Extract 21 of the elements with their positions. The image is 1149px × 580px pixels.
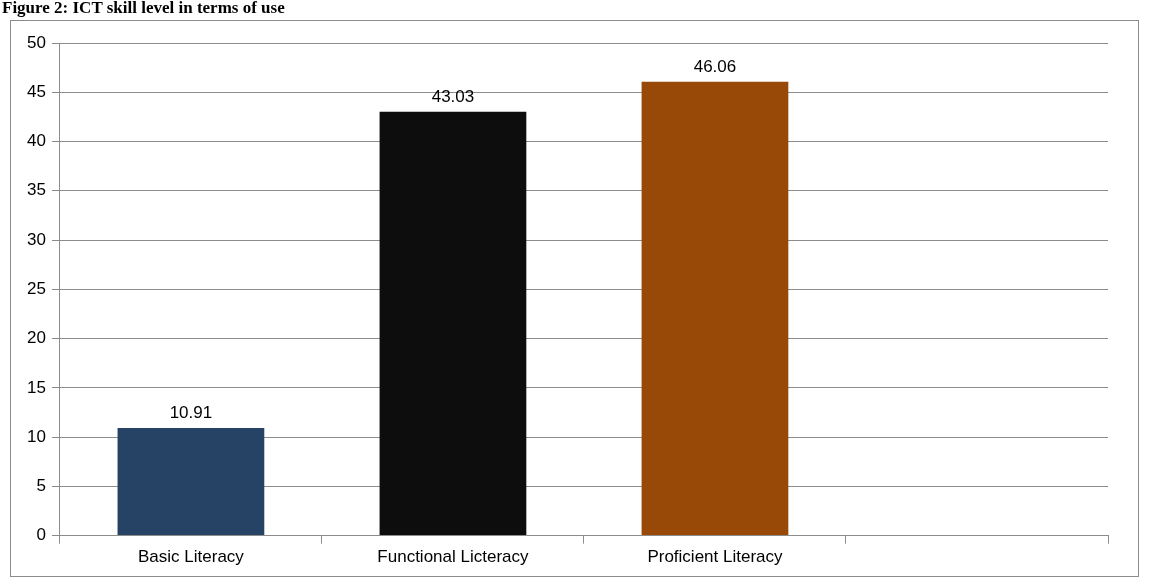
y-tick-label: 50 (26, 32, 46, 52)
y-tick-label: 10 (26, 426, 46, 446)
y-tick-label: 30 (26, 229, 46, 249)
y-tick-label: 45 (26, 81, 46, 101)
y-tick-label: 5 (36, 476, 46, 496)
data-label: 10.91 (169, 403, 213, 423)
y-tick-label: 40 (26, 131, 46, 151)
y-tick-label: 0 (36, 525, 46, 545)
chart-title: Figure 2: ICT skill level in terms of use (1, 0, 286, 18)
y-tick-label: 25 (26, 278, 46, 298)
data-label: 46.06 (693, 57, 737, 76)
bar (117, 428, 265, 536)
bar (641, 81, 789, 536)
data-label: 43.03 (431, 86, 475, 106)
bar (379, 111, 527, 536)
y-tick-label: 35 (26, 180, 46, 200)
y-tick-label: 15 (26, 377, 46, 397)
x-tick-label: Basic Literacy (138, 547, 245, 567)
y-tick-label: 20 (26, 328, 46, 348)
x-tick-label: Functional Licteracy (377, 547, 530, 567)
x-tick-label: Proficient Literacy (647, 547, 784, 567)
